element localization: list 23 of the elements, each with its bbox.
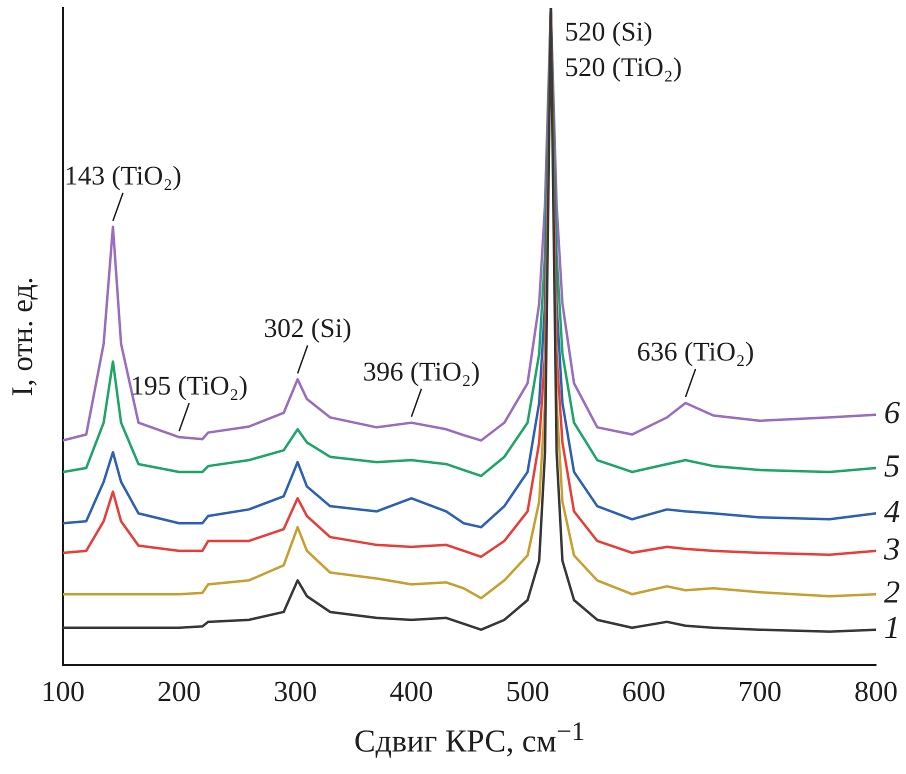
- annotation: 636 (TiO₂): [636, 336, 754, 367]
- annotation: 520 (Si): [564, 16, 653, 47]
- x-tick-label: 200: [157, 676, 201, 708]
- series-label: 2: [884, 574, 900, 610]
- annotation: 143 (TiO₂): [64, 160, 182, 190]
- annotation: 396 (TiO₂): [362, 356, 480, 386]
- x-tick-label: 300: [274, 676, 318, 708]
- x-axis-title: Сдвиг КРС, см$^{−1}$: [353, 716, 586, 760]
- x-tick-label: 600: [622, 676, 666, 708]
- x-tick-label: 500: [506, 676, 550, 708]
- x-tick-label: 400: [390, 676, 434, 708]
- series-label: 3: [883, 530, 900, 566]
- series-label: 1: [884, 609, 900, 646]
- annotation: 302 (Si): [264, 312, 352, 343]
- annotation: 195 (TiO₂): [130, 370, 248, 401]
- series-label: 6: [884, 394, 900, 430]
- x-tick-label: 800: [854, 676, 898, 708]
- series-label: 4: [884, 492, 900, 529]
- y-axis-title: I, отн. ед.: [6, 276, 39, 396]
- x-tick-label: 700: [738, 676, 782, 708]
- x-tick-label: 100: [41, 676, 85, 708]
- annotation: 520 (TiO₂): [564, 52, 682, 82]
- series-label: 5: [884, 447, 900, 484]
